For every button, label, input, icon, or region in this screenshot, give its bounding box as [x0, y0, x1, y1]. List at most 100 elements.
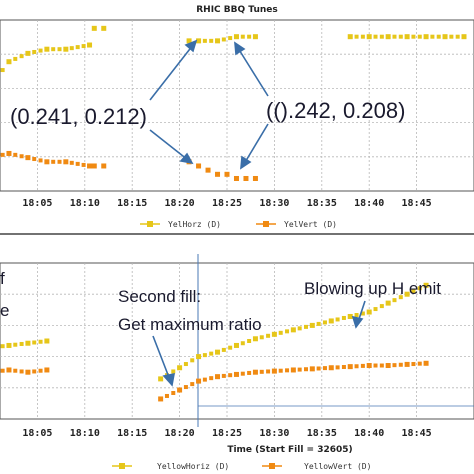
- data-point-yellowvert: [347, 364, 353, 370]
- trace-segment: [360, 34, 365, 39]
- data-point-yellowvert: [252, 369, 258, 375]
- data-point-yellowhoriz: [177, 365, 183, 371]
- x-tick-label: 18:10: [70, 198, 100, 209]
- legend-yellowhoriz-marker: [119, 463, 125, 469]
- arrow-left-down-head: [179, 152, 194, 165]
- trace-segment: [190, 382, 195, 387]
- x-tick-label: 18:30: [259, 198, 289, 209]
- data-point-yelvert: [243, 175, 249, 181]
- trace-segment: [417, 286, 422, 291]
- data-point-yelhorz: [186, 38, 192, 44]
- trace-segment: [411, 289, 416, 294]
- second-fill-annotation-line2: Get maximum ratio: [118, 315, 262, 334]
- left-cut-text-2: e: [0, 301, 9, 320]
- x-tick-label: 18:25: [212, 428, 242, 439]
- trace-segment: [449, 34, 454, 39]
- trace-segment: [392, 34, 397, 39]
- trace-segment: [417, 361, 422, 366]
- legend-yelhorz-label: YelHorz (D): [168, 220, 221, 229]
- trace-segment: [57, 47, 62, 52]
- trace-segment: [0, 368, 5, 373]
- arrow-second-fill-head: [162, 372, 175, 387]
- data-point-yellowhoriz: [6, 342, 12, 348]
- trace-segment: [316, 366, 321, 371]
- trace-segment: [297, 326, 302, 331]
- trace-segment: [38, 339, 43, 344]
- trace-segment: [417, 34, 422, 39]
- data-point-yelvert: [25, 155, 31, 161]
- trace-segment: [57, 159, 62, 164]
- trace-segment: [221, 347, 226, 352]
- x-tick-label: 18:40: [354, 428, 384, 439]
- trace-segment: [228, 373, 233, 378]
- trace-segment: [240, 34, 245, 39]
- data-point-yelhorz: [196, 38, 202, 44]
- trace-segment: [164, 393, 169, 398]
- data-point-yellowvert: [196, 378, 202, 384]
- data-point-yelvert: [44, 159, 50, 165]
- data-point-yelhorz: [44, 46, 50, 52]
- data-point-yelhorz: [91, 25, 97, 31]
- arrow-right-down-head: [240, 155, 252, 170]
- x-tick-label: 18:05: [22, 428, 52, 439]
- data-point-yellowvert: [6, 367, 12, 373]
- data-point-yelhorz: [252, 34, 258, 40]
- trace-segment: [171, 391, 176, 395]
- data-point-yelvert: [196, 163, 202, 169]
- trace-segment: [240, 371, 245, 376]
- arrow-left-up: [149, 44, 194, 101]
- bottom-x-ticks: 18:05 18:10 18:15 18:20 18:25 18:30 18:35 18:40…: [22, 428, 431, 439]
- data-point-yelvert: [6, 150, 12, 156]
- trace-segment: [379, 304, 384, 309]
- annotations: (0.241, 0.212) (().242, 0.208) Second fi…: [0, 39, 441, 387]
- legend-yelhorz-marker: [147, 221, 153, 227]
- data-point-yellowvert: [215, 374, 221, 380]
- data-point-yellowvert: [404, 361, 410, 367]
- data-point-yellowhoriz: [366, 309, 372, 315]
- trace-segment: [81, 44, 86, 49]
- data-point-yelvert: [63, 159, 69, 165]
- trace-segment: [69, 160, 74, 165]
- top-series: [0, 25, 467, 181]
- trace-segment: [13, 342, 18, 347]
- data-point-yellowvert: [177, 387, 183, 393]
- data-point-yelvert: [224, 171, 230, 177]
- top-legend: YelHorz (D) YelVert (D): [140, 220, 337, 229]
- trace-segment: [13, 368, 18, 373]
- trace-segment: [51, 47, 56, 52]
- top-chart-title: RHIC BBQ Tunes: [196, 5, 277, 15]
- data-point-yelvert: [215, 171, 221, 177]
- trace-segment: [379, 34, 384, 39]
- data-point-yellowvert: [158, 396, 164, 402]
- top-x-ticks: 18:05 18:10 18:15 18:20 18:25 18:30 18:35 18:40…: [22, 198, 431, 209]
- data-point-yellowvert: [309, 366, 315, 372]
- legend-yelvert-marker: [263, 221, 269, 227]
- trace-segment: [0, 68, 5, 73]
- data-point-yellowhoriz: [385, 300, 391, 306]
- x-tick-label: 18:30: [259, 428, 289, 439]
- trace-segment: [341, 365, 346, 369]
- trace-segment: [202, 38, 207, 43]
- x-tick-label: 18:05: [22, 198, 52, 209]
- data-point-yelhorz: [385, 34, 391, 40]
- data-point-yelhorz: [404, 34, 410, 40]
- x-tick-label: 18:40: [354, 198, 384, 209]
- legend-yelvert-label: YelVert (D): [284, 220, 337, 229]
- trace-segment: [202, 353, 207, 358]
- trace-segment: [19, 54, 24, 59]
- legend-yellowhoriz-label: YellowHoriz (D): [157, 462, 229, 471]
- data-point-yellowhoriz: [347, 313, 353, 319]
- trace-segment: [75, 161, 80, 166]
- trace-segment: [228, 345, 233, 350]
- left-tune-annotation: (0.241, 0.212): [10, 104, 147, 129]
- trace-segment: [266, 333, 271, 338]
- data-point-yelhorz: [233, 34, 239, 40]
- top-chart: RHIC BBQ Tunes 18:05 18:10 18:15 18:20 18:25…: [0, 5, 474, 229]
- trace-segment: [13, 56, 18, 61]
- arrow-right-up: [237, 47, 269, 97]
- x-tick-label: 18:10: [70, 428, 100, 439]
- trace-segment: [398, 362, 403, 367]
- bottom-chart: 18:05 18:10 18:15 18:20 18:25 18:30 18:35 18:40…: [0, 254, 474, 471]
- data-point-yellowhoriz: [252, 336, 258, 342]
